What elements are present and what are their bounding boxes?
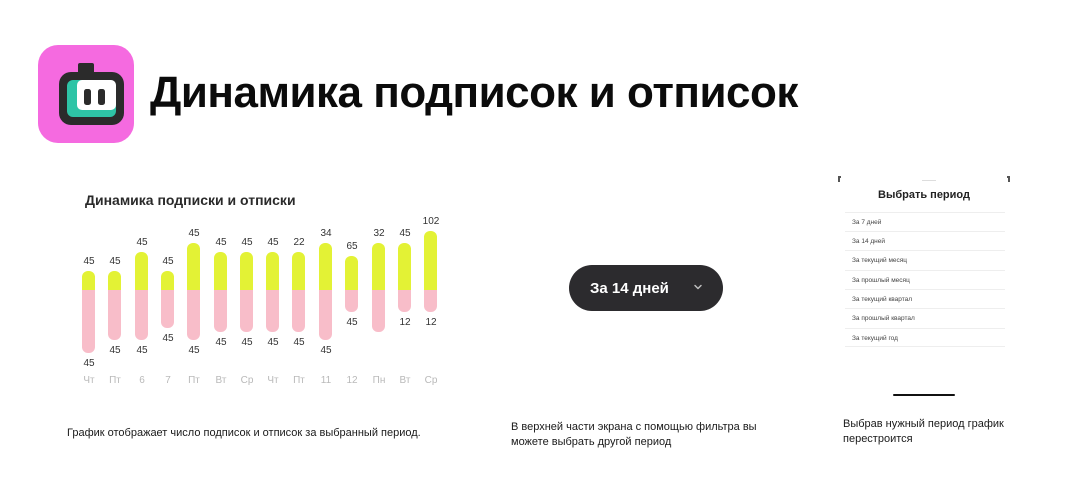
sheet-caption-line2: перестроится	[843, 433, 913, 445]
period-select-label: За 14 дней	[590, 279, 669, 297]
subscriptions-value-label: 45	[188, 228, 200, 239]
x-axis-label: Пт	[293, 375, 305, 386]
unsubscriptions-value-label: 45	[215, 337, 227, 348]
unsubscriptions-value-label: 45	[293, 337, 305, 348]
unsubscriptions-segment	[266, 290, 279, 332]
unsubscriptions-value-label: 45	[109, 345, 121, 356]
home-indicator	[893, 394, 955, 396]
sheet-caption: Выбрав нужный период график перестроится	[843, 417, 1004, 447]
subscriptions-segment	[240, 252, 253, 290]
unsubscriptions-value-label: 45	[136, 345, 148, 356]
unsubscriptions-value-label: 45	[162, 333, 174, 344]
x-axis-label: Пт	[109, 375, 121, 386]
subscriptions-value-label: 45	[83, 256, 95, 267]
subscriptions-value-label: 32	[373, 228, 385, 239]
chart-title: Динамика подписки и отписки	[85, 192, 296, 208]
filter-caption-line2: можете выбрать другой период	[511, 436, 672, 448]
unsubscriptions-segment	[214, 290, 227, 332]
subscriptions-value-label: 22	[293, 237, 305, 248]
subscriptions-value-label: 45	[267, 237, 279, 248]
filter-caption-line1: В верхней части экрана с помощью фильтра…	[511, 421, 757, 433]
unsubscriptions-value-label: 12	[399, 317, 411, 328]
x-axis-label: Ср	[424, 375, 438, 386]
unsubscriptions-segment	[292, 290, 305, 332]
subscriptions-segment	[292, 252, 305, 290]
sheet-corner-right	[1007, 176, 1010, 182]
subscriptions-value-label: 45	[162, 256, 174, 267]
unsubscriptions-segment	[82, 290, 95, 353]
subscriptions-value-label: 45	[215, 237, 227, 248]
period-option-last-month[interactable]: За прошлый месяц	[845, 270, 1005, 289]
x-axis-label: 7	[165, 375, 171, 386]
unsubscriptions-segment	[319, 290, 332, 340]
sheet-grabber[interactable]	[922, 180, 936, 181]
subscriptions-segment	[135, 252, 148, 290]
sheet-corner-left	[838, 176, 841, 182]
unsubscriptions-segment	[372, 290, 385, 332]
period-option-7-days[interactable]: За 7 дней	[845, 212, 1005, 231]
subscriptions-value-label: 102	[422, 216, 440, 227]
sheet-title: Выбрать период	[878, 189, 970, 201]
unsubscriptions-segment	[161, 290, 174, 328]
x-axis-label: 6	[139, 375, 145, 386]
unsubscriptions-value-label: 45	[267, 337, 279, 348]
subscriptions-segment	[214, 252, 227, 290]
subscriptions-value-label: 45	[136, 237, 148, 248]
unsubscriptions-segment	[240, 290, 253, 332]
subscriptions-segment	[398, 243, 411, 290]
subscriptions-value-label: 45	[241, 237, 253, 248]
subscriptions-segment	[108, 271, 121, 290]
app-logo	[38, 45, 134, 143]
subscriptions-segment	[424, 231, 437, 290]
subscriptions-value-label: 34	[320, 228, 332, 239]
sheet-caption-line1: Выбрав нужный период график	[843, 418, 1004, 430]
subscriptions-segment	[161, 271, 174, 290]
unsubscriptions-segment	[398, 290, 411, 312]
x-axis-label: Чт	[83, 375, 95, 386]
unsubscriptions-value-label: 45	[188, 345, 200, 356]
subscriptions-bar-chart: 45 45 Чт 45 45 Пт 45 45 6 45 45 7 45 45 Пт 45 45 Вт 45 45 Ср…	[0, 0, 480, 400]
filter-caption: В верхней части экрана с помощью фильтра…	[511, 420, 757, 450]
unsubscriptions-value-label: 45	[83, 358, 95, 369]
x-axis-label: Пт	[188, 375, 200, 386]
period-option-current-year[interactable]: За текущий год	[845, 328, 1005, 347]
unsubscriptions-segment	[187, 290, 200, 340]
chevron-down-icon	[694, 284, 702, 290]
unsubscriptions-value-label: 12	[425, 317, 437, 328]
period-option-last-quarter[interactable]: За прошлый квартал	[845, 308, 1005, 327]
subscriptions-segment	[372, 243, 385, 290]
subscriptions-value-label: 45	[109, 256, 121, 267]
x-axis-label: Вт	[399, 375, 411, 386]
period-option-current-month[interactable]: За текущий месяц	[845, 250, 1005, 269]
x-axis-label: Пн	[372, 375, 386, 386]
x-axis-label: 12	[346, 375, 358, 386]
period-option-14-days[interactable]: За 14 дней	[845, 231, 1005, 250]
unsubscriptions-segment	[135, 290, 148, 340]
x-axis-label: Чт	[267, 375, 279, 386]
x-axis-label: Ср	[240, 375, 254, 386]
page-title: Динамика подписок и отписок	[150, 68, 798, 117]
period-bottom-sheet: Выбрать период За 7 дней За 14 дней За т…	[836, 176, 1012, 406]
x-axis-label: 11	[320, 375, 332, 386]
unsubscriptions-value-label: 45	[241, 337, 253, 348]
unsubscriptions-segment	[345, 290, 358, 312]
period-option-current-quarter[interactable]: За текущий квартал	[845, 289, 1005, 308]
subscriptions-value-label: 45	[399, 228, 411, 239]
subscriptions-segment	[345, 256, 358, 290]
unsubscriptions-segment	[424, 290, 437, 312]
unsubscriptions-value-label: 45	[346, 317, 358, 328]
chart-caption: График отображает число подписок и отпис…	[67, 427, 421, 439]
x-axis-label: Вт	[215, 375, 227, 386]
robot-icon	[59, 63, 124, 125]
period-select-button[interactable]: За 14 дней	[569, 265, 723, 311]
subscriptions-value-label: 65	[346, 241, 358, 252]
unsubscriptions-value-label: 45	[320, 345, 332, 356]
subscriptions-segment	[319, 243, 332, 290]
subscriptions-segment	[187, 243, 200, 290]
unsubscriptions-segment	[108, 290, 121, 340]
subscriptions-segment	[82, 271, 95, 290]
subscriptions-segment	[266, 252, 279, 290]
